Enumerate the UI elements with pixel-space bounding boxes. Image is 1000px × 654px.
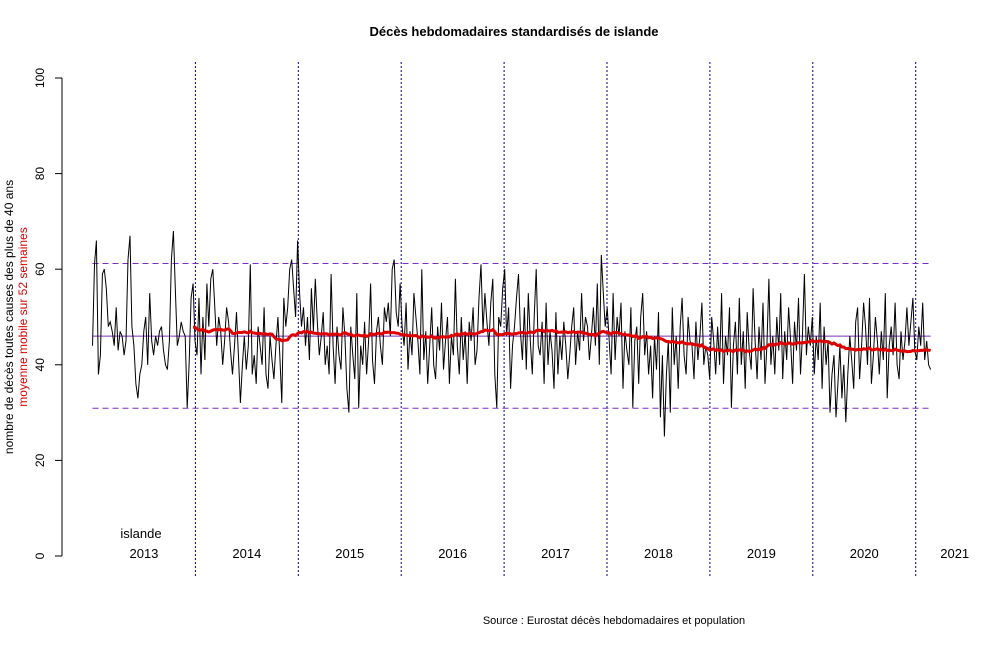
- reference-lines: [92, 262, 931, 409]
- weekly-deaths-line: [92, 230, 932, 437]
- year-label: 2013: [129, 546, 158, 561]
- country-label: islande: [120, 526, 161, 541]
- year-label: 2015: [335, 546, 364, 561]
- y-axis: 0 20 40 60 80 100: [33, 68, 63, 559]
- y-tick-label: 40: [33, 358, 47, 372]
- y-tick-label: 20: [33, 453, 47, 467]
- chart-title: Décès hebdomadaires standardisés de isla…: [369, 24, 658, 39]
- source-note: Source : Eurostat décès hebdomadaires et…: [483, 615, 745, 627]
- y-axis-label-moving-average: moyenne mobile sur 52 semaines: [16, 227, 30, 406]
- moving-average-line: [193, 325, 931, 354]
- year-labels: 2013 2014 2015 2016 2017 2018 2019 2020 2021: [129, 546, 969, 561]
- year-label: 2019: [747, 546, 776, 561]
- year-label: 2017: [541, 546, 570, 561]
- y-axis-label: nombre de décès toutes causes des plus d…: [2, 180, 16, 454]
- year-label: 2018: [644, 546, 673, 561]
- y-tick-label: 80: [33, 167, 47, 181]
- year-label: 2014: [232, 546, 261, 561]
- y-tick-label: 0: [33, 552, 47, 559]
- year-label: 2021: [940, 546, 969, 561]
- y-tick-label: 100: [33, 68, 47, 88]
- year-label: 2016: [438, 546, 467, 561]
- year-label: 2020: [850, 546, 879, 561]
- y-tick-label: 60: [33, 262, 47, 276]
